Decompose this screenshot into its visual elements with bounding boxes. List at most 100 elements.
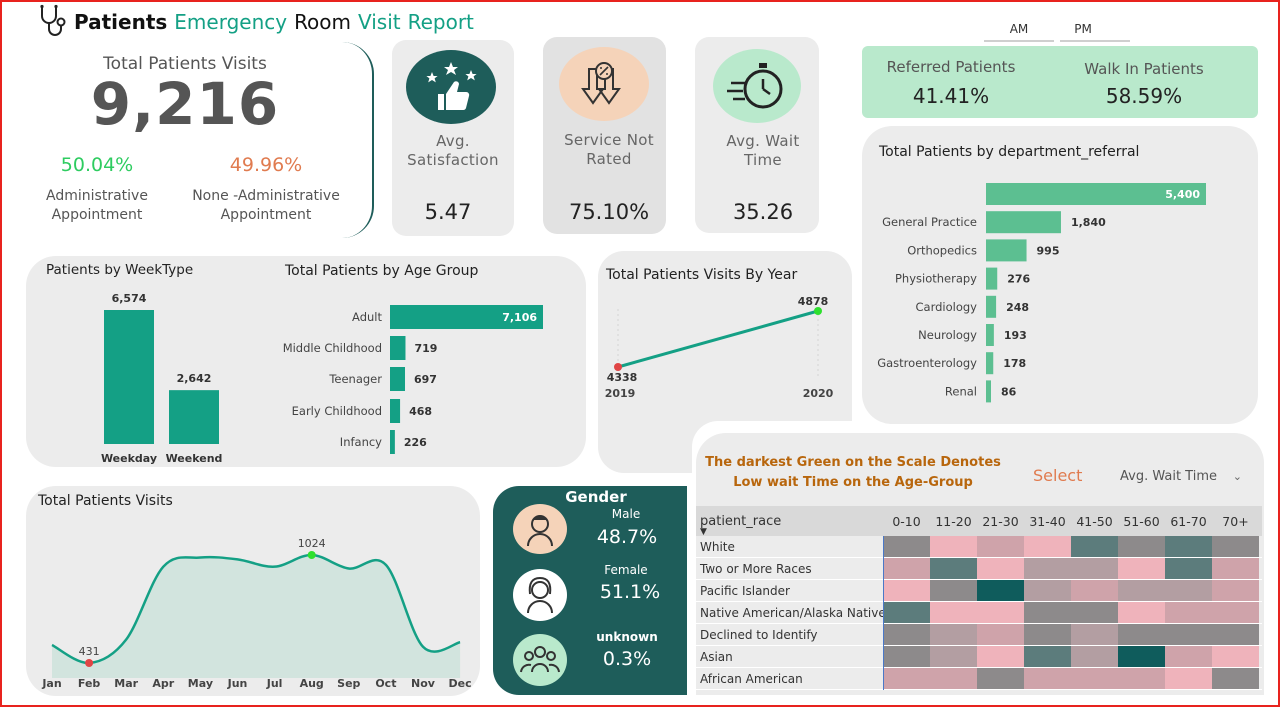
heatmap-cell bbox=[1071, 536, 1118, 557]
tick-label: Sep bbox=[337, 677, 360, 690]
department-referral-card: Total Patients by department_referral 5,… bbox=[862, 126, 1258, 424]
chart-title: Patients by WeekType bbox=[46, 262, 194, 278]
series-line bbox=[617, 309, 819, 369]
column-header: 70+ bbox=[1222, 513, 1249, 529]
tick-label: Feb bbox=[78, 677, 101, 690]
data-point bbox=[85, 659, 94, 667]
tick-label: Orthopedics bbox=[907, 243, 977, 257]
heatmap-table: patient_race ▼ 0-10 11-20 21-30 31-40 41-50 5… bbox=[696, 506, 1262, 690]
heatmap-cell bbox=[1118, 602, 1165, 623]
report-header: Patients Emergency Room Visit Report bbox=[36, 4, 474, 40]
age-group-chart: Adult 7,106 Middle Childhood 719 Teenager 697… bbox=[283, 305, 543, 454]
gender-value: 48.7% bbox=[596, 526, 658, 548]
bar bbox=[986, 267, 998, 290]
sort-down-icon: ▼ bbox=[700, 526, 707, 537]
heatmap-cell bbox=[1118, 558, 1165, 579]
data-label: 468 bbox=[409, 405, 432, 418]
group-icon bbox=[513, 634, 567, 686]
data-label: 2,642 bbox=[177, 372, 212, 385]
column-header: 51-60 bbox=[1123, 513, 1160, 529]
data-label: 6,574 bbox=[112, 292, 147, 305]
heatmap-cell bbox=[1024, 668, 1071, 689]
heatmap-cell bbox=[1118, 646, 1165, 667]
data-label: 5,400 bbox=[1165, 188, 1200, 201]
female-user-icon bbox=[513, 569, 567, 621]
column-header: 0-10 bbox=[892, 513, 921, 529]
heatmap-cell bbox=[883, 668, 930, 689]
heatmap-cell bbox=[1165, 668, 1212, 689]
heatmap-cell bbox=[977, 602, 1024, 623]
bar bbox=[986, 239, 1027, 262]
bar bbox=[390, 430, 395, 454]
tick-label: Apr bbox=[152, 677, 174, 690]
tick-label: Weekday bbox=[101, 452, 157, 465]
tick-label: Infancy bbox=[340, 435, 382, 449]
kpi-label: Avg. bbox=[436, 132, 470, 150]
kpi-label: Satisfaction bbox=[407, 151, 499, 169]
column-header: 41-50 bbox=[1076, 513, 1113, 529]
kpi-label: Rated bbox=[586, 150, 632, 168]
avg-satisfaction-card: Avg. Satisfaction 5.47 bbox=[392, 40, 514, 236]
heatmap-cell bbox=[1212, 646, 1259, 667]
not-rated-arrows-icon bbox=[559, 47, 649, 121]
heatmap-cell bbox=[977, 624, 1024, 645]
am-filter-button[interactable]: AM bbox=[984, 22, 1054, 42]
bar bbox=[390, 336, 406, 360]
admin-pct: 50.04% bbox=[60, 154, 134, 176]
visits-by-year-chart: 4338 4878 2019 2020 bbox=[605, 295, 834, 400]
avg-wait-time-card: Avg. Wait Time 35.26 bbox=[695, 37, 819, 233]
heatmap-cell bbox=[1212, 580, 1259, 601]
chart-title: Total Patients Visits By Year bbox=[606, 267, 798, 283]
referral-card: Referred Patients 41.41% Walk In Patient… bbox=[862, 46, 1258, 118]
chart-title: Total Patients by Age Group bbox=[285, 263, 479, 279]
data-point bbox=[614, 363, 622, 371]
gender-card: Gender Male 48.7% Female 51.1% unknown 0… bbox=[493, 486, 687, 695]
column-header: 11-20 bbox=[935, 513, 972, 529]
table-row: Two or More Races bbox=[696, 558, 1262, 580]
data-label: 995 bbox=[1037, 244, 1060, 257]
dropdown-value: Avg. Wait Time bbox=[1120, 468, 1217, 484]
bar bbox=[390, 367, 406, 391]
tick-label: Aug bbox=[300, 677, 324, 690]
heatmap-cell bbox=[977, 536, 1024, 557]
heatmap-cell bbox=[1071, 624, 1118, 645]
row-label: Two or More Races bbox=[700, 562, 812, 576]
measure-dropdown[interactable]: Avg. Wait Time ⌄ bbox=[1106, 463, 1248, 489]
heatmap-cell bbox=[977, 580, 1024, 601]
heatmap-cell bbox=[1165, 624, 1212, 645]
heatmap-cell bbox=[1212, 536, 1259, 557]
kpi-label: Service Not bbox=[564, 131, 654, 149]
row-label: Declined to Identify bbox=[700, 628, 818, 642]
heatmap-cell bbox=[1212, 624, 1259, 645]
heatmap-cell bbox=[977, 646, 1024, 667]
data-label: 178 bbox=[1003, 357, 1026, 370]
bar bbox=[986, 380, 991, 403]
table-row: Asian bbox=[696, 646, 1262, 668]
heatmap-cell bbox=[1165, 580, 1212, 601]
nonadmin-label: None -Administrative Appointment bbox=[192, 188, 340, 223]
bar bbox=[104, 310, 154, 444]
heatmap-card: The darkest Green on the Scale Denotes Lo… bbox=[696, 433, 1264, 695]
total-visits-value: 9,216 bbox=[90, 70, 280, 138]
page-title: Patients Emergency Room Visit Report bbox=[74, 10, 474, 34]
heatmap-cell bbox=[1165, 536, 1212, 557]
data-label: 86 bbox=[1001, 385, 1017, 398]
referred-label: Referred Patients bbox=[886, 58, 1016, 76]
bar bbox=[390, 399, 401, 423]
row-label: Native American/Alaska Native bbox=[700, 606, 883, 620]
bar bbox=[169, 390, 219, 444]
heatmap-cell bbox=[930, 580, 977, 601]
data-label: 4878 bbox=[798, 295, 829, 308]
tick-label: Weekend bbox=[166, 452, 223, 465]
pm-filter-button[interactable]: PM bbox=[1060, 22, 1130, 42]
chevron-down-icon: ⌄ bbox=[1232, 469, 1242, 483]
heatmap-cell bbox=[977, 668, 1024, 689]
select-label: Select bbox=[1033, 466, 1083, 485]
department-referral-chart: 5,400 General Practice 1,840 Orthopedics 995… bbox=[877, 183, 1206, 403]
data-label: 276 bbox=[1007, 273, 1030, 286]
row-header[interactable]: patient_race ▼ bbox=[700, 513, 782, 537]
total-visits-card: Total Patients Visits 9,216 50.04% Admin… bbox=[30, 42, 374, 238]
divider bbox=[883, 536, 884, 690]
gender-label: Female bbox=[604, 563, 648, 577]
tick-label: Cardiology bbox=[916, 300, 978, 314]
